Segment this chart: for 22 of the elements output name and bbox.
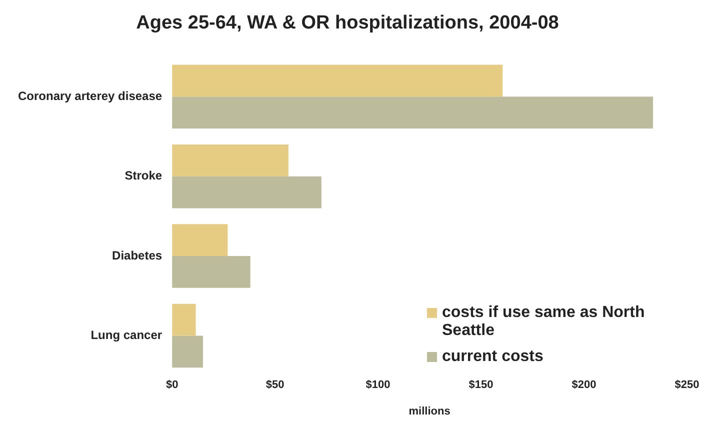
- x-tick-label: $150: [468, 379, 494, 392]
- bar: [172, 304, 196, 336]
- x-tick-label: $50: [266, 379, 284, 392]
- bar: [172, 64, 503, 97]
- bar: [172, 336, 203, 368]
- bar: [172, 96, 654, 129]
- chart-title: Ages 25-64, WA & OR hospitalizations, 2004-08: [136, 12, 559, 34]
- bar: [172, 224, 228, 256]
- y-tick-label: Lung cancer: [90, 328, 162, 342]
- bar: [172, 176, 322, 208]
- bar: [172, 256, 250, 288]
- legend-label: costs if use same as North Seattle: [442, 304, 646, 340]
- x-axis-title: millions: [408, 405, 450, 418]
- x-tick-label: $200: [572, 379, 596, 392]
- legend-label: current costs: [442, 348, 544, 366]
- x-tick-label: $100: [366, 379, 390, 392]
- x-tick-label: $250: [674, 379, 700, 392]
- y-tick-label: Stroke: [124, 168, 162, 183]
- bar: [172, 144, 288, 176]
- x-tick-label: $0: [166, 379, 178, 392]
- y-tick-label: Coronary arterey disease: [18, 88, 162, 103]
- y-tick-label: Diabetes: [112, 248, 162, 262]
